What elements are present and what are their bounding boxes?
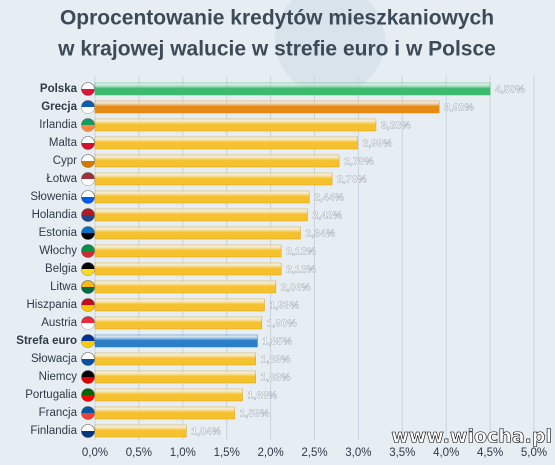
flag <box>81 287 95 294</box>
category-label: Portugalia <box>25 389 77 401</box>
flag <box>81 197 95 204</box>
bar <box>94 298 265 312</box>
flag <box>81 431 95 438</box>
value-label: 1,83% <box>261 353 291 365</box>
value-label: 2,42% <box>312 209 342 221</box>
flag <box>81 89 95 96</box>
bar <box>94 226 301 240</box>
flag <box>81 251 95 258</box>
bar <box>94 388 243 402</box>
flag <box>81 143 95 150</box>
x-tick-label: 0,0% <box>82 447 108 459</box>
category-label: Strefa euro <box>16 335 77 347</box>
chart-title: Oprocentowanie kredytów mieszkaniowych <box>60 7 494 30</box>
flag <box>81 305 95 312</box>
value-label: 3,92% <box>444 101 474 113</box>
value-label: 2,06% <box>281 281 311 293</box>
category-label: Francja <box>39 407 78 419</box>
value-label: 2,44% <box>314 191 344 203</box>
flag <box>81 161 95 168</box>
category-label: Hiszpania <box>27 299 78 311</box>
value-label: 4,50% <box>495 83 525 95</box>
chart-title: w krajowej walucie w strefie euro i w Po… <box>57 38 496 61</box>
x-tick-label: 1,5% <box>214 447 240 459</box>
category-label: Włochy <box>39 245 77 257</box>
value-label: 1,04% <box>191 425 221 437</box>
value-label: 2,78% <box>344 155 374 167</box>
value-label: 2,99% <box>363 137 393 149</box>
x-tick-label: 3,0% <box>345 447 371 459</box>
x-tick-label: 1,0% <box>170 447 196 459</box>
x-tick-label: 4,5% <box>477 447 503 459</box>
bar <box>94 190 310 204</box>
x-tick-label: 3,5% <box>389 447 415 459</box>
flag <box>81 215 95 222</box>
value-label: 3,20% <box>381 119 411 131</box>
category-label: Polska <box>40 83 78 95</box>
flag <box>81 233 95 240</box>
bar <box>94 100 440 114</box>
value-label: 1,59% <box>240 407 270 419</box>
category-label: Malta <box>49 137 78 149</box>
bar <box>94 406 235 420</box>
flag <box>81 125 95 132</box>
watermark: www.wiocha.pl <box>391 426 552 448</box>
flag <box>81 107 95 114</box>
value-label: 1,83% <box>261 371 291 383</box>
x-tick-label: 0,5% <box>126 447 152 459</box>
value-label: 2,12% <box>286 263 316 275</box>
value-label: 1,93% <box>269 299 299 311</box>
category-label: Irlandia <box>39 119 77 131</box>
bar <box>94 172 333 186</box>
category-label: Niemcy <box>39 371 78 383</box>
category-label: Słowacja <box>31 353 78 365</box>
category-label: Finlandia <box>30 425 77 437</box>
flag <box>81 179 95 186</box>
category-label: Łotwa <box>46 173 77 185</box>
bar <box>94 262 282 276</box>
bar <box>94 424 187 438</box>
value-label: 1,90% <box>267 317 297 329</box>
flag <box>81 377 95 384</box>
bar <box>94 82 491 96</box>
value-label: 1,68% <box>248 389 278 401</box>
category-label: Estonia <box>39 227 78 239</box>
flag <box>81 269 95 276</box>
bar <box>94 370 256 384</box>
bar <box>94 136 358 150</box>
bar <box>94 244 282 258</box>
bar <box>94 352 256 366</box>
flag <box>81 341 95 348</box>
category-label: Słowenia <box>30 191 77 203</box>
value-label: 1,85% <box>262 335 292 347</box>
bar <box>94 118 377 132</box>
category-label: Belgia <box>45 263 78 275</box>
x-tick-label: 5,0% <box>521 447 547 459</box>
bar <box>94 154 340 168</box>
bar <box>94 280 277 294</box>
category-label: Litwa <box>50 281 77 293</box>
flag <box>81 323 95 330</box>
category-label: Cypr <box>53 155 77 167</box>
value-label: 2,34% <box>305 227 335 239</box>
bar <box>94 316 263 330</box>
x-tick-label: 2,0% <box>257 447 283 459</box>
value-label: 2,12% <box>286 245 316 257</box>
bar <box>94 334 258 348</box>
x-tick-label: 4,0% <box>433 447 459 459</box>
flag <box>81 359 95 366</box>
x-tick-label: 2,5% <box>301 447 327 459</box>
flag <box>81 395 95 402</box>
value-label: 2,70% <box>337 173 367 185</box>
flag <box>81 413 95 420</box>
category-label: Austria <box>41 317 77 329</box>
category-label: Holandia <box>32 209 78 221</box>
decoration <box>275 0 385 95</box>
category-label: Grecja <box>41 101 77 113</box>
bar <box>94 208 308 222</box>
